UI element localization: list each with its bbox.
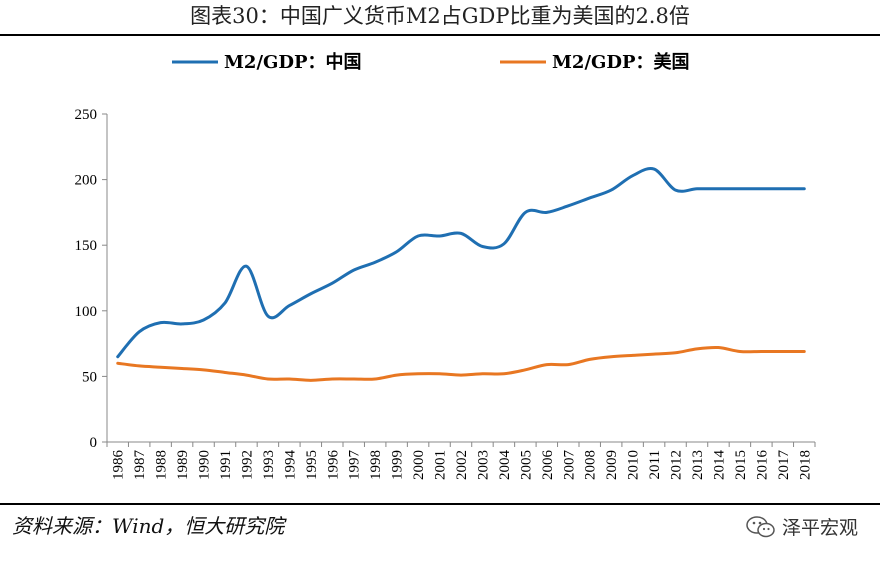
x-tick-label: 2005: [518, 450, 534, 480]
x-tick-label: 1989: [175, 450, 191, 480]
x-tick-label: 1990: [197, 450, 213, 480]
watermark: 泽平宏观: [746, 513, 858, 540]
x-tick-label: 2016: [754, 450, 770, 481]
x-tick-label: 2000: [411, 450, 427, 480]
x-tick-label: 1992: [239, 450, 255, 480]
x-tick-label: 1997: [347, 450, 363, 481]
x-tick-label: 2018: [797, 450, 813, 480]
x-tick-label: 2008: [583, 450, 599, 480]
y-tick-label: 250: [75, 107, 98, 123]
series-line-2: [116, 345, 806, 382]
x-tick-label: 2013: [690, 450, 706, 480]
x-tick-label: 2011: [647, 450, 663, 479]
y-tick-label: 50: [82, 369, 97, 385]
series-group: [116, 167, 806, 382]
top-rule: [0, 34, 880, 36]
x-tick-label: 2012: [669, 450, 685, 480]
y-tick-label: 100: [75, 304, 98, 320]
x-tick-label: 2010: [626, 450, 642, 480]
watermark-text: 泽平宏观: [781, 517, 858, 539]
y-tick-label: 0: [90, 435, 98, 451]
x-tick-label: 2007: [561, 450, 577, 481]
bottom-rule: [0, 503, 880, 505]
legend: M2/GDP：中国 M2/GDP：美国: [172, 51, 690, 73]
y-tick-label: 200: [75, 173, 98, 189]
x-tick-label: 1993: [261, 450, 277, 480]
axes: 0 50 100 150 200 250 1986 1987 1988 1989 1990 1991 1…: [75, 107, 816, 480]
x-tick-label: 1988: [154, 450, 170, 480]
series-line-1: [116, 167, 806, 359]
x-tick-label: 2004: [497, 449, 513, 480]
x-tick-label: 2014: [711, 450, 727, 481]
x-tick-label: 2001: [433, 450, 449, 480]
chart: M2/GDP：中国 M2/GDP：美国 0 50 100 150 200 250 1986 19…: [75, 51, 816, 480]
x-tick-label: 1995: [304, 450, 320, 480]
x-tick-label: 2015: [733, 450, 749, 480]
x-tick-label: 2003: [475, 450, 491, 480]
x-tick-label: 2002: [454, 450, 470, 480]
x-tick-label: 1986: [111, 450, 127, 481]
x-tick-label: 2017: [776, 450, 792, 481]
x-tick-label: 1999: [390, 450, 406, 480]
x-tick-label: 1991: [218, 450, 234, 480]
wechat-icon: [746, 515, 775, 537]
legend-label-1: M2/GDP：中国: [224, 51, 362, 73]
y-tick-label: 150: [75, 238, 98, 254]
x-tick-label: 1994: [282, 450, 298, 481]
x-tick-label: 2006: [540, 450, 556, 481]
x-tick-label: 1998: [368, 450, 384, 480]
x-tick-label: 1987: [132, 450, 148, 481]
source-note: 资料来源：Wind，恒大研究院: [12, 514, 285, 538]
chart-title: 图表30：中国广义货币M2占GDP比重为美国的2.8倍: [190, 4, 690, 28]
x-tick-label: 1996: [325, 450, 341, 481]
legend-label-2: M2/GDP：美国: [552, 51, 690, 73]
x-tick-label: 2009: [604, 450, 620, 480]
